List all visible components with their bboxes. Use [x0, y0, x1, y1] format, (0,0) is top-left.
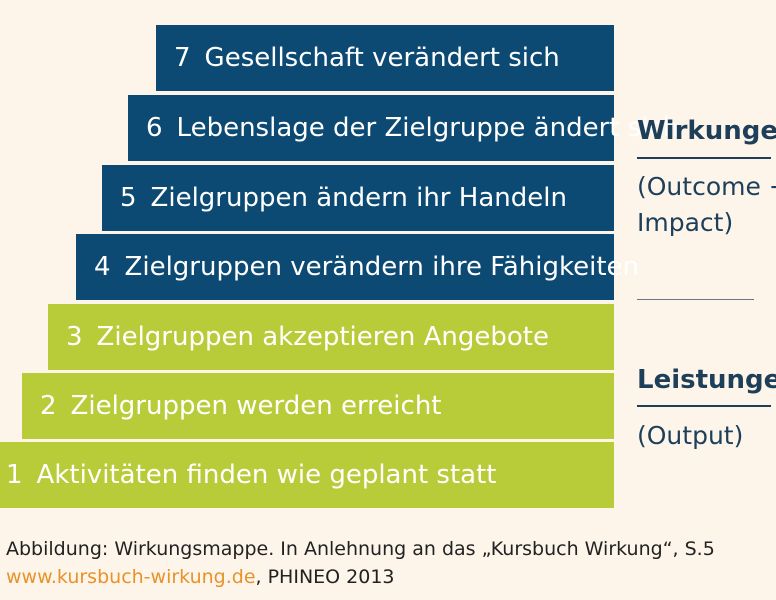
step-label: Aktivitäten finden wie geplant statt [36, 460, 497, 490]
source-link[interactable]: www.kursbuch-wirkung.de [6, 566, 256, 588]
step-number: 5 [120, 183, 137, 213]
step-number: 4 [94, 252, 111, 282]
caption-line2: www.kursbuch-wirkung.de, PHINEO 2013 [6, 566, 395, 588]
step-5: 5 Zielgruppen ändern ihr Handeln [102, 165, 614, 231]
step-label: Zielgruppen verändern ihre Fähigkeiten [124, 252, 639, 282]
leistungen-line1: (Output) [637, 421, 744, 450]
step-number: 2 [40, 391, 57, 421]
step-label: Zielgruppen akzeptieren Angebote [96, 322, 549, 352]
section-divider [637, 299, 754, 300]
step-number: 3 [66, 322, 83, 352]
step-1: 1 Aktivitäten finden wie geplant statt [0, 442, 614, 508]
step-label: Lebenslage der Zielgruppe ändert sich [176, 113, 680, 143]
step-6: 6 Lebenslage der Zielgruppe ändert sich [128, 95, 679, 161]
step-label: Gesellschaft verändert sich [204, 43, 560, 73]
wirkungen-line2: Impact) [637, 208, 734, 237]
step-number: 6 [146, 113, 163, 143]
leistungen-heading: Leistungen [637, 365, 776, 395]
step-label: Zielgruppen werden erreicht [70, 391, 442, 421]
caption-source: , PHINEO 2013 [255, 566, 395, 588]
leistungen-underline [637, 405, 771, 407]
step-2: 2 Zielgruppen werden erreicht [22, 373, 614, 439]
step-7: 7 Gesellschaft verändert sich [156, 25, 614, 91]
step-label: Zielgruppen ändern ihr Handeln [150, 183, 567, 213]
step-number: 7 [174, 43, 191, 73]
step-3: 3 Zielgruppen akzeptieren Angebote [48, 304, 614, 370]
step-number: 1 [6, 460, 23, 490]
wirkungen-line1: (Outcome + [637, 172, 776, 201]
wirkungen-underline [637, 157, 771, 159]
step-4: 4 Zielgruppen verändern ihre Fähigkeiten [76, 234, 639, 300]
wirkungen-heading: Wirkungen [637, 116, 776, 146]
caption-line1: Abbildung: Wirkungsmappe. In Anlehnung a… [6, 538, 715, 560]
